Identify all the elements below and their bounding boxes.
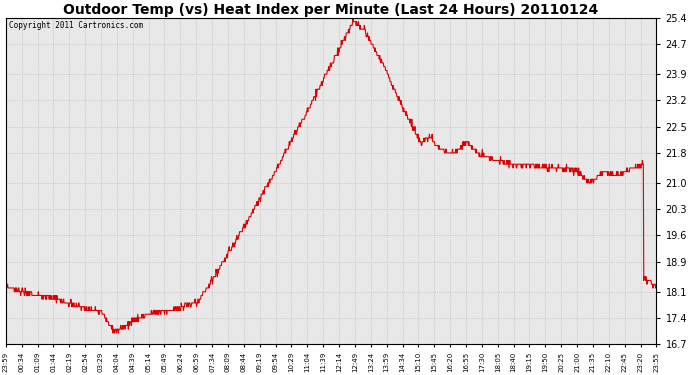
Title: Outdoor Temp (vs) Heat Index per Minute (Last 24 Hours) 20110124: Outdoor Temp (vs) Heat Index per Minute … bbox=[63, 3, 599, 17]
Text: Copyright 2011 Cartronics.com: Copyright 2011 Cartronics.com bbox=[9, 21, 143, 30]
